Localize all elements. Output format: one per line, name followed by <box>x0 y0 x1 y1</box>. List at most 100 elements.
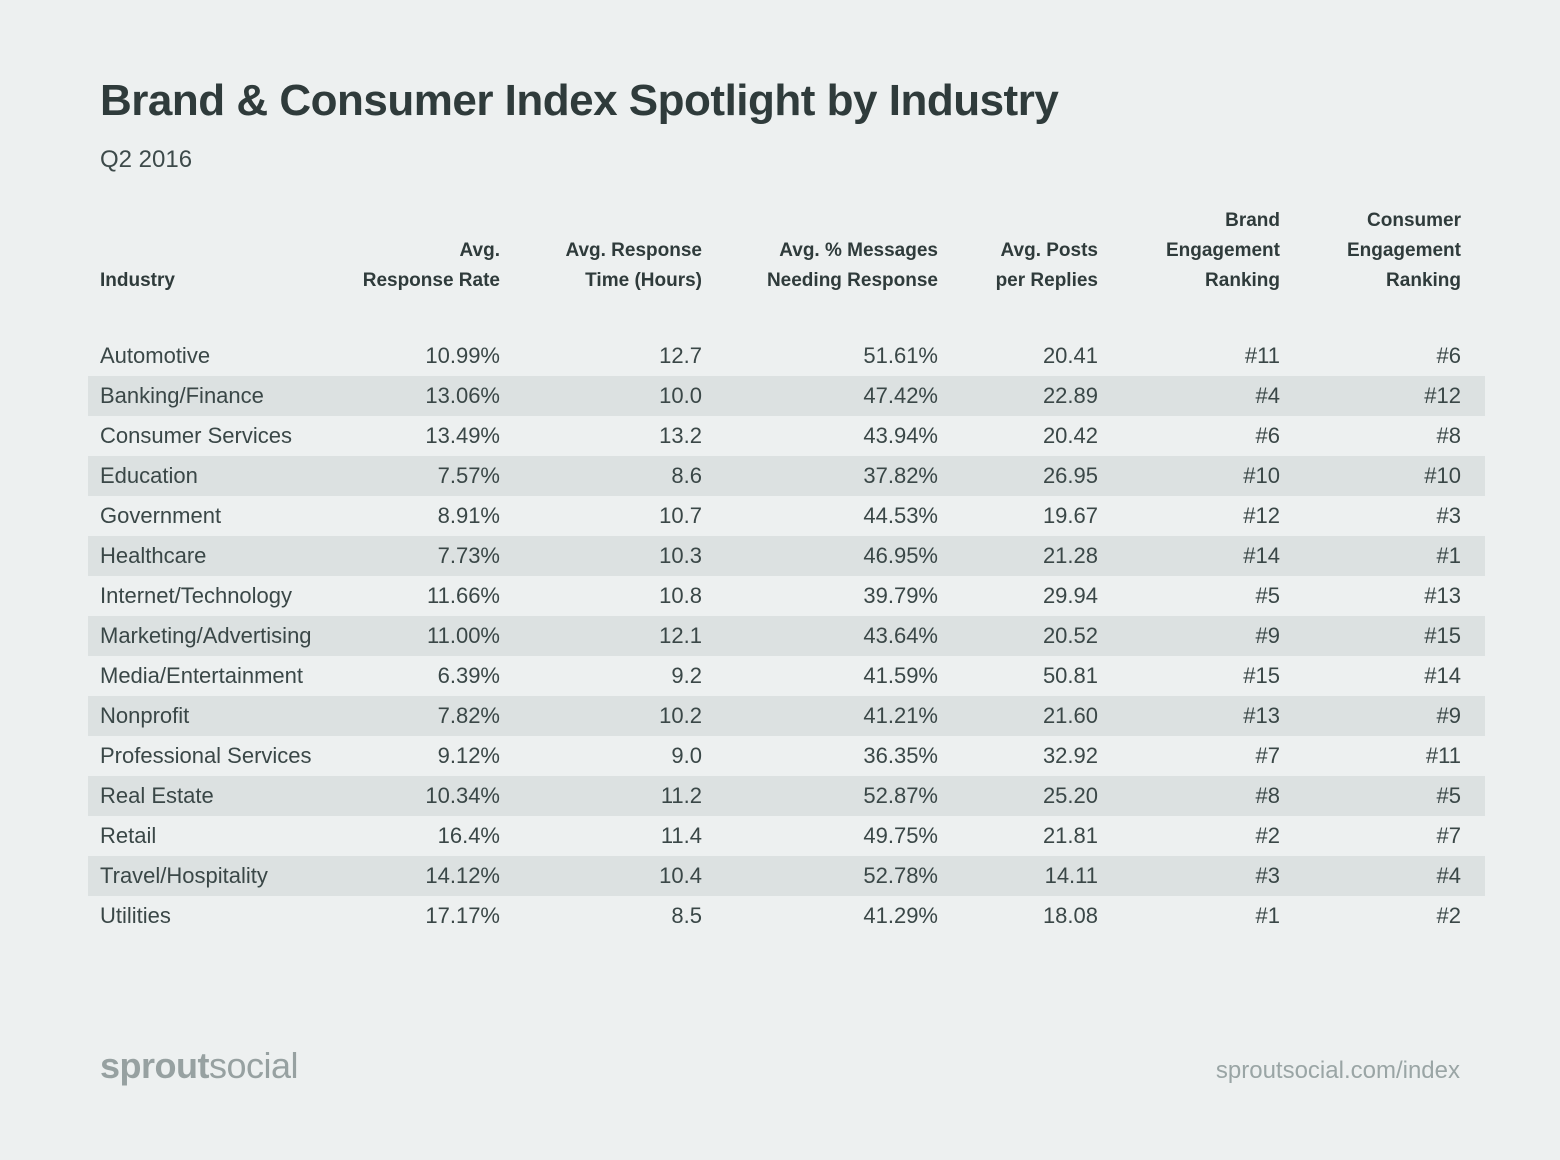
value-cell: #3 <box>1436 503 1461 528</box>
value-cell: 10.3 <box>500 536 702 576</box>
header-row: Industry Avg. Response Rate Avg. Response … <box>88 206 1485 336</box>
table-header: Industry Avg. Response Rate Avg. Response … <box>88 206 1485 336</box>
value-cell: 52.87% <box>702 776 938 816</box>
value-cell: 10.0 <box>500 376 702 416</box>
value-cell: #14 <box>1098 536 1280 576</box>
value-cell: 39.79% <box>863 583 938 608</box>
value-cell: #6 <box>1255 423 1280 448</box>
value-cell: 9.12% <box>437 743 500 768</box>
value-cell: 46.95% <box>702 536 938 576</box>
table-row: Internet/Technology 11.66% 10.8 39.79% 29.94… <box>88 576 1485 616</box>
value-cell: 41.29% <box>863 903 938 928</box>
value-cell: #1 <box>1255 903 1280 928</box>
column-header: Consumer Engagement Ranking <box>1346 210 1461 291</box>
column-header: Industry <box>100 270 175 291</box>
table-body: Automotive 10.99% 12.7 51.61% 20.41 #11 #6 Bank… <box>88 336 1485 936</box>
value-cell: 10.2 <box>500 696 702 736</box>
value-cell: 19.67 <box>1042 503 1098 528</box>
value-cell: 16.4% <box>437 823 500 848</box>
value-cell: 11.66% <box>427 583 500 608</box>
value-cell: 12.1 <box>500 616 702 656</box>
value-cell: #14 <box>1424 663 1461 688</box>
industry-cell: Travel/Hospitality <box>88 856 358 896</box>
value-cell: 20.52 <box>938 616 1098 656</box>
value-cell: 10.99% <box>425 343 500 368</box>
value-cell: 21.28 <box>938 536 1098 576</box>
value-cell: 21.60 <box>938 696 1098 736</box>
footer: sproutsocial sproutsocial.com/index <box>0 1046 1560 1086</box>
table-row: Retail 16.4% 11.4 49.75% 21.81 #2 #7 <box>88 816 1485 856</box>
value-cell: 43.64% <box>702 616 938 656</box>
value-cell: #2 <box>1436 903 1461 928</box>
value-cell: 8.5 <box>671 903 702 928</box>
industry-cell: Healthcare <box>88 536 358 576</box>
value-cell: 13.2 <box>659 423 702 448</box>
table-row: Automotive 10.99% 12.7 51.61% 20.41 #11 #6 <box>88 336 1485 376</box>
value-cell: 52.78% <box>702 856 938 896</box>
value-cell: #8 <box>1436 423 1461 448</box>
column-header: Avg. % Messages Needing Response <box>766 240 938 291</box>
industry-cell: Government <box>100 503 222 528</box>
industry-cell: Nonprofit <box>88 696 358 736</box>
value-cell: 44.53% <box>863 503 938 528</box>
value-cell: 43.94% <box>863 423 938 448</box>
table-row: Government 8.91% 10.7 44.53% 19.67 #12 #3 <box>88 496 1485 536</box>
value-cell: #6 <box>1436 343 1461 368</box>
value-cell: 9.2 <box>671 663 702 688</box>
value-cell: #11 <box>1425 743 1461 768</box>
value-cell: #12 <box>1243 503 1280 528</box>
value-cell: 7.82% <box>358 696 500 736</box>
footer-url: sproutsocial.com/index <box>1215 1057 1460 1084</box>
value-cell: 7.73% <box>358 536 500 576</box>
value-cell: #13 <box>1424 583 1461 608</box>
value-cell: 7.57% <box>358 456 500 496</box>
value-cell: 49.75% <box>863 823 938 848</box>
industry-cell: Real Estate <box>88 776 358 816</box>
industry-cell: Education <box>88 456 358 496</box>
value-cell: #7 <box>1436 823 1461 848</box>
column-header: Avg. Posts per Replies <box>995 240 1098 291</box>
value-cell: #7 <box>1255 743 1280 768</box>
value-cell: 36.35% <box>863 743 938 768</box>
value-cell: #13 <box>1098 696 1280 736</box>
value-cell: 47.42% <box>702 376 938 416</box>
value-cell: #3 <box>1098 856 1280 896</box>
value-cell: 50.81 <box>1042 663 1098 688</box>
table-row: Real Estate 10.34% 11.2 52.87% 25.20 #8 #5 <box>88 776 1485 816</box>
value-cell: 6.39% <box>437 663 500 688</box>
value-cell: 13.06% <box>358 376 500 416</box>
industry-cell: Banking/Finance <box>88 376 358 416</box>
column-header: Brand Engagement Ranking <box>1165 210 1280 291</box>
industry-table: Industry Avg. Response Rate Avg. Response … <box>88 206 1485 936</box>
value-cell: 37.82% <box>702 456 938 496</box>
table-row: Banking/Finance 13.06% 10.0 47.42% 22.89 #4 #1… <box>88 376 1485 416</box>
value-cell: 10.34% <box>358 776 500 816</box>
table-row: Utilities 17.17% 8.5 41.29% 18.08 #1 #2 <box>88 896 1485 936</box>
table-row: Professional Services 9.12% 9.0 36.35% 32.92… <box>88 736 1485 776</box>
industry-cell: Media/Entertainment <box>100 663 303 688</box>
value-cell: 13.49% <box>425 423 500 448</box>
value-cell: #15 <box>1243 663 1280 688</box>
table-row: Healthcare 7.73% 10.3 46.95% 21.28 #14 #1 <box>88 536 1485 576</box>
value-cell: 41.59% <box>863 663 938 688</box>
page-title: Brand & Consumer Index Spotlight by Indu… <box>100 76 1059 125</box>
value-cell: #2 <box>1255 823 1280 848</box>
table-row: Media/Entertainment 6.39% 9.2 41.59% 50.81 #1… <box>88 656 1485 696</box>
industry-cell: Marketing/Advertising <box>88 616 358 656</box>
logo-text-social: social <box>209 1045 299 1086</box>
value-cell: 8.6 <box>500 456 702 496</box>
value-cell: 21.81 <box>1042 823 1098 848</box>
industry-cell: Internet/Technology <box>100 583 293 608</box>
value-cell: #4 <box>1280 856 1485 896</box>
value-cell: 20.42 <box>1042 423 1098 448</box>
value-cell: #12 <box>1280 376 1485 416</box>
industry-cell: Utilities <box>100 903 171 928</box>
value-cell: 14.11 <box>938 856 1098 896</box>
table-row: Consumer Services 13.49% 13.2 43.94% 20.42 #6… <box>88 416 1485 456</box>
value-cell: 10.7 <box>659 503 702 528</box>
value-cell: #8 <box>1098 776 1280 816</box>
value-cell: #4 <box>1098 376 1280 416</box>
value-cell: 17.17% <box>425 903 500 928</box>
value-cell: #15 <box>1280 616 1485 656</box>
value-cell: 9.0 <box>671 743 702 768</box>
